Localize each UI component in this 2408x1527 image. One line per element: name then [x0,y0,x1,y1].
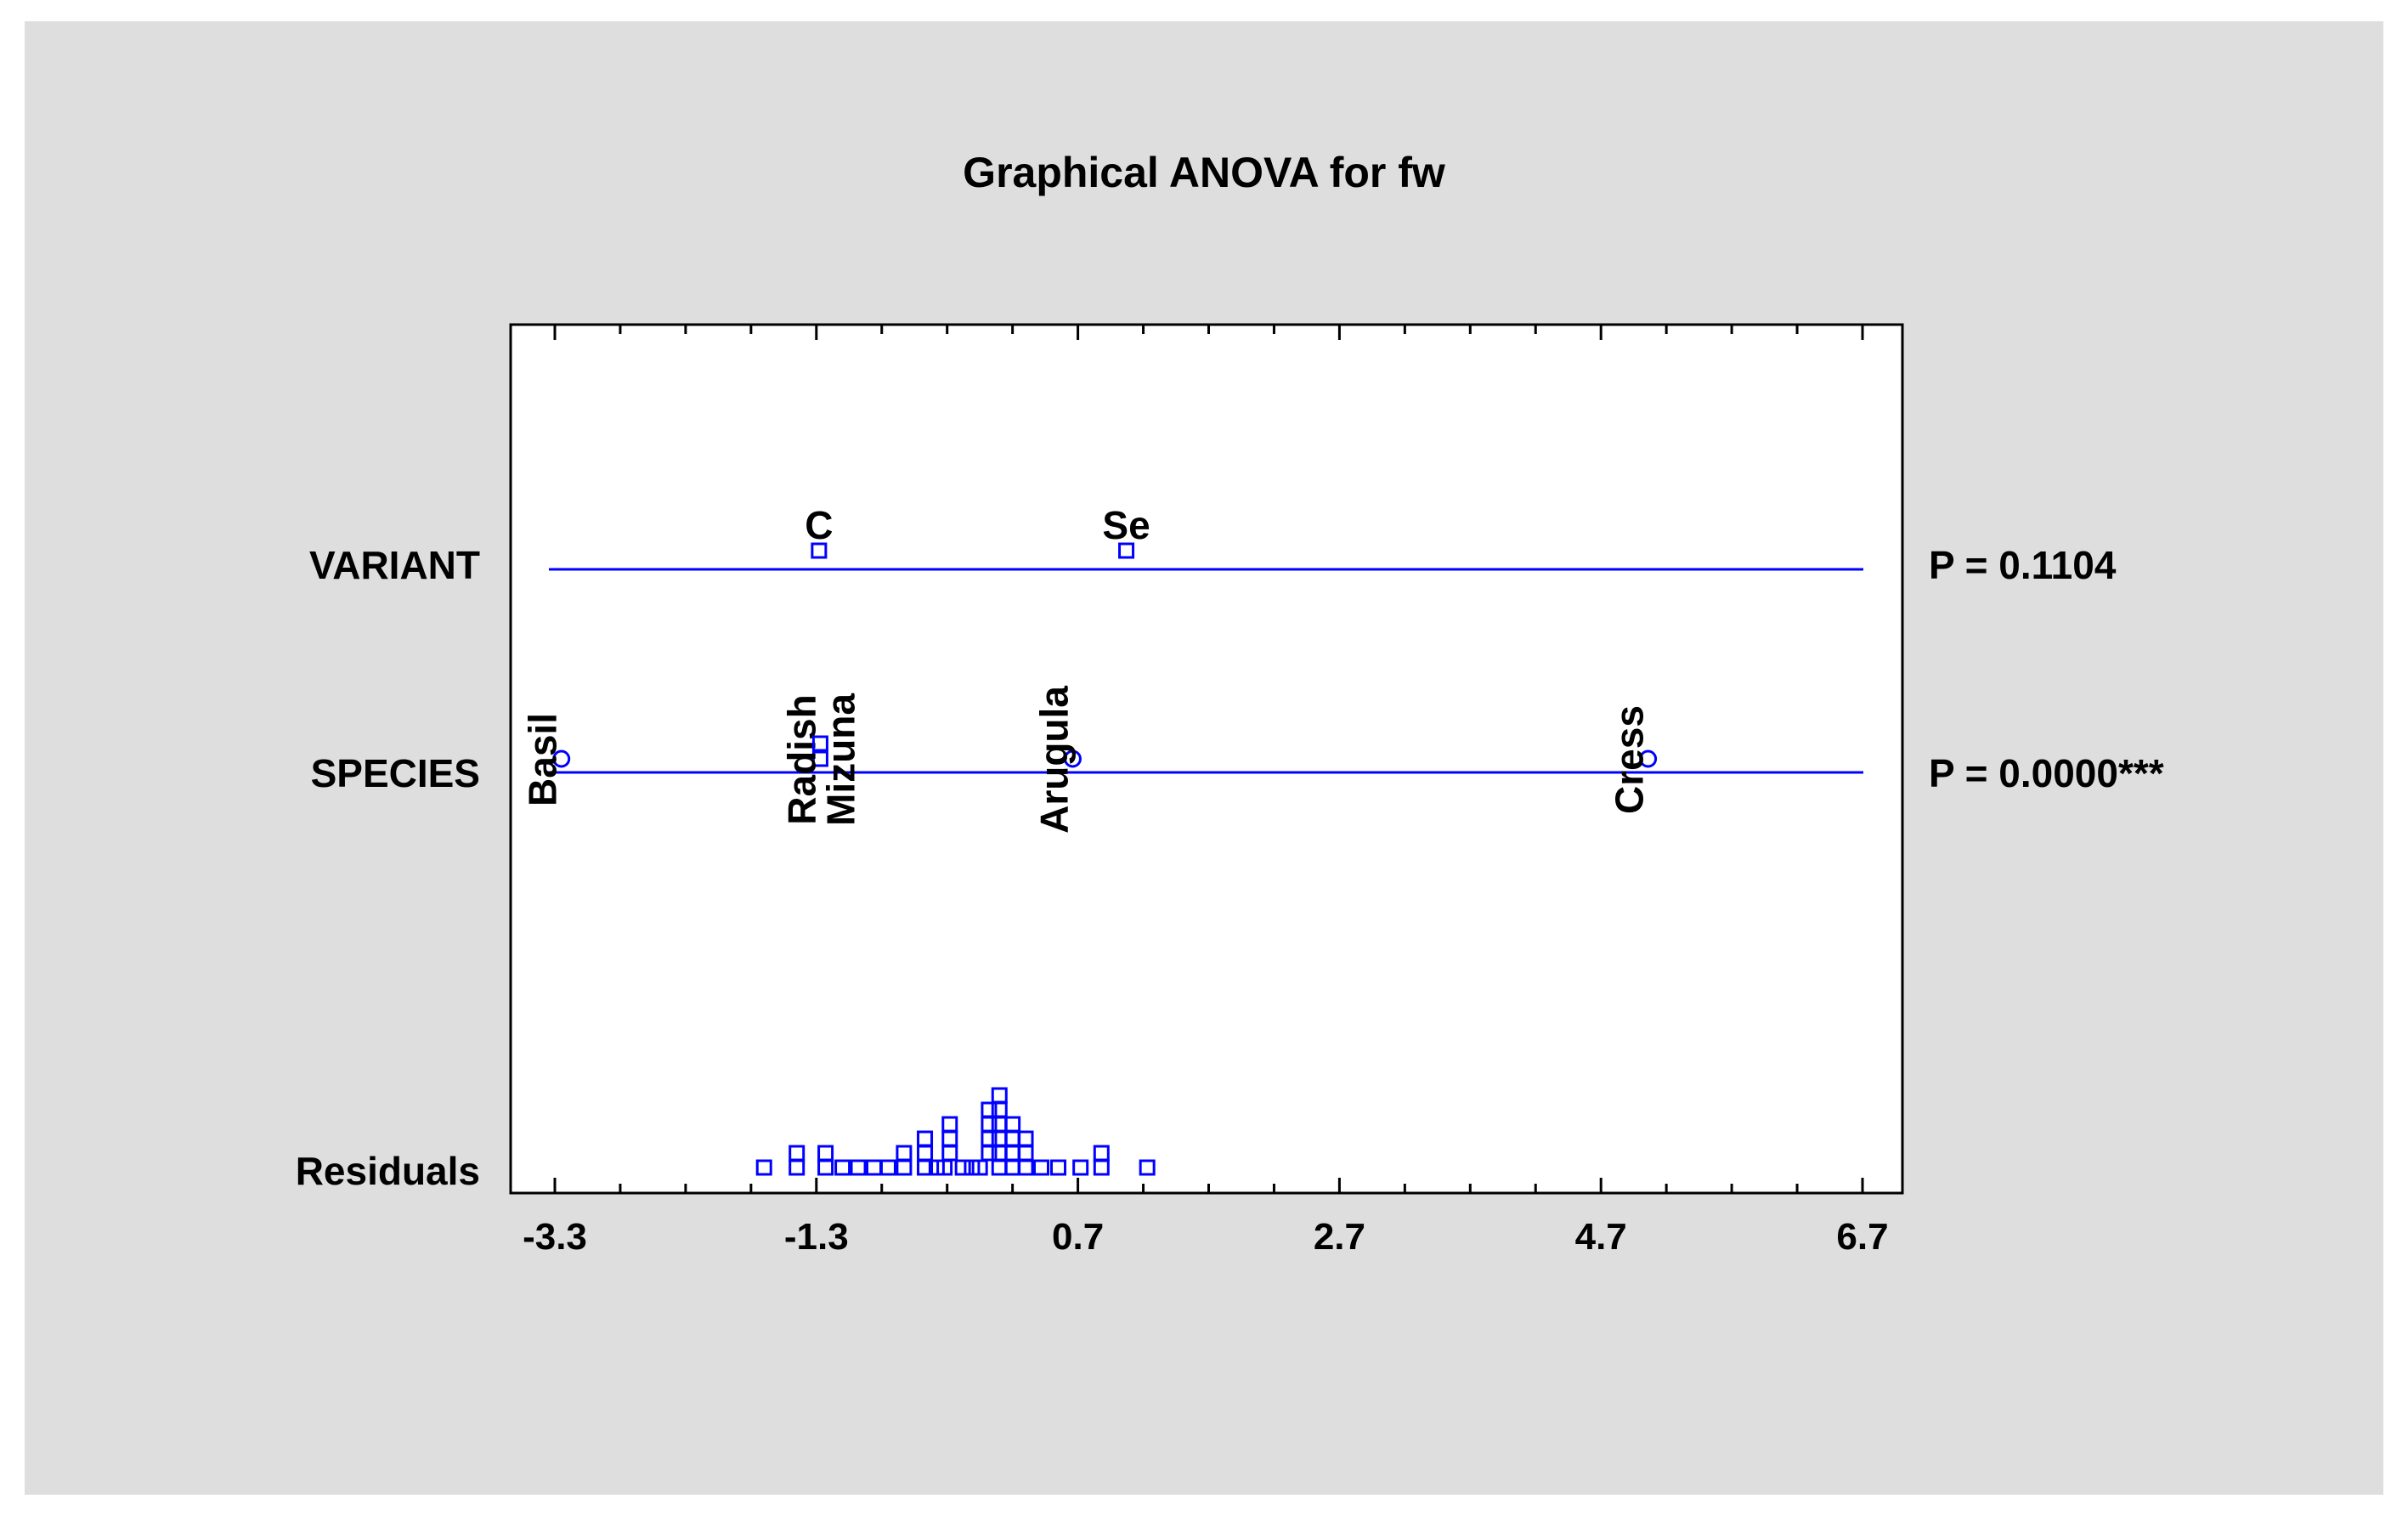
residual-point [971,1159,988,1176]
point-label: Arugula [1032,686,1076,834]
row-label: Residuals [296,1149,480,1193]
plot-area [509,323,1904,1195]
residual-point [981,1101,998,1118]
residual-point [1033,1159,1050,1176]
point-label: Cress [1608,705,1652,814]
row-label: SPECIES [311,751,480,795]
point-mizuna [811,735,828,752]
x-tick-label: 4.7 [1575,1216,1627,1258]
residual-point [917,1130,934,1147]
x-tick-label: -3.3 [523,1216,587,1258]
residual-point [879,1159,896,1176]
residual-point [817,1145,834,1162]
residual-point [954,1159,971,1176]
point-basil [552,749,571,768]
residual-point [755,1159,772,1176]
residual-point [1072,1159,1089,1176]
residual-point [1017,1130,1034,1147]
residuals-row: Residuals [296,1087,1156,1193]
x-tick-label: -1.3 [784,1216,849,1258]
chart-title: Graphical ANOVA for fw [963,149,1445,196]
factor-rows: VARIANT P = 0.1104 C Se SPECIES P = 0.0000***… [309,503,2164,834]
point-radish [811,750,828,767]
point-cress [1639,749,1658,768]
point-arugula [1063,749,1082,768]
residual-point [850,1159,867,1176]
point-label: Mizuna [818,693,862,826]
row-label: VARIANT [309,543,480,587]
p-value: P = 0.0000*** [1929,751,2164,795]
residual-point [941,1116,958,1133]
x-axis: -3.3 -1.3 0.7 2.7 4.7 6.7 [523,325,1889,1258]
p-value: P = 0.1104 [1929,543,2117,587]
x-tick-label: 6.7 [1836,1216,1888,1258]
point-label: Basil [521,713,565,806]
point-c [811,542,828,559]
point-se [1118,542,1135,559]
residual-point [1093,1145,1110,1162]
residual-point [1004,1116,1021,1133]
residual-point [789,1145,805,1162]
residual-point [991,1087,1008,1104]
residual-point [834,1159,851,1176]
residual-point [1050,1159,1067,1176]
residual-point [896,1145,913,1162]
x-tick-label: 0.7 [1052,1216,1104,1258]
point-label: Se [1102,503,1150,547]
residual-point [1139,1159,1156,1176]
row-variant: VARIANT P = 0.1104 C Se [309,503,2117,587]
point-label: C [805,503,833,547]
x-tick-label: 2.7 [1314,1216,1365,1258]
point-label: Radish [779,694,823,824]
